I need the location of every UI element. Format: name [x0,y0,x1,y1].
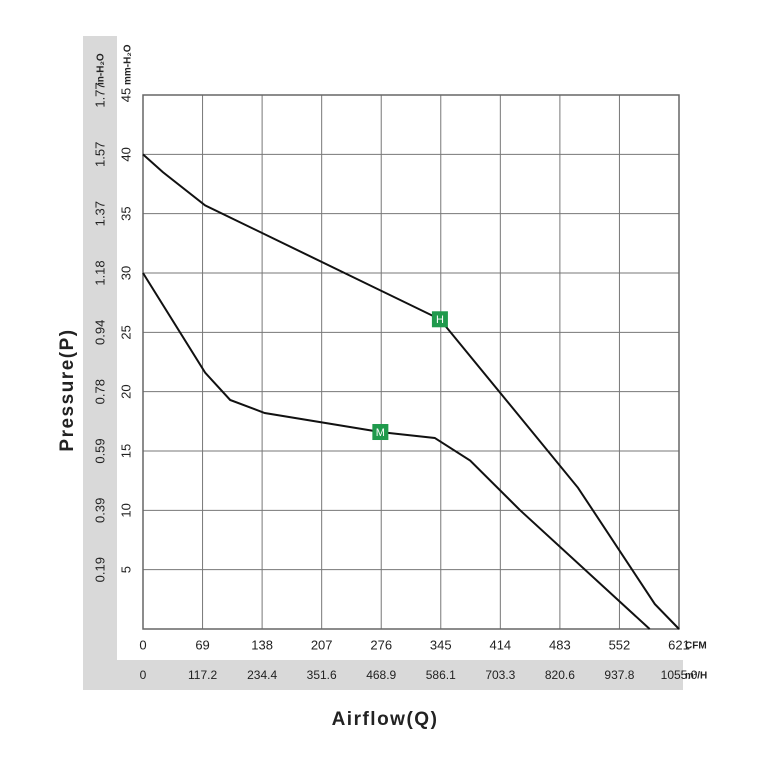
x-tick-label: 345 [430,637,452,652]
y-unit: mm-H₂O [123,44,134,85]
x2-unit: m³/H [685,671,707,682]
x-axis-title: Airflow(Q) [332,709,439,730]
y-tick-label: 20 [118,384,133,398]
y2-tick-label: 0.19 [92,557,107,582]
y2-unit: in-H₂O [96,53,107,85]
x2-tick-label: 1055.0 [661,668,698,682]
x2-tick-label: 0 [140,668,147,682]
y2-tick-label: 1.37 [92,201,107,226]
y-tick-label: 10 [118,503,133,517]
y2-tick-label: 1.57 [92,142,107,167]
x-tick-label: 483 [549,637,571,652]
y-tick-label: 35 [118,206,133,220]
x-tick-label: 0 [139,637,146,652]
curve-marker [372,424,389,441]
curve-label: H [436,314,444,326]
y-tick-label: 45 [118,88,133,102]
x2-tick-label: 820.6 [545,668,575,682]
x-tick-label: 552 [609,637,631,652]
y-tick-label: 5 [118,566,133,573]
x-tick-label: 276 [370,637,392,652]
x-tick-label: 207 [311,637,333,652]
y-tick-label: 25 [118,325,133,339]
y2-tick-label: 0.78 [92,379,107,404]
x2-tick-label: 468.9 [366,668,396,682]
x-tick-label: 138 [251,637,273,652]
y-tick-label: 30 [118,266,133,280]
x2-tick-label: 586.1 [426,668,456,682]
x2-tick-label: 937.8 [604,668,634,682]
y2-tick-label: 0.59 [92,438,107,463]
y-tick-label: 40 [118,147,133,161]
x2-tick-label: 234.4 [247,668,277,682]
y2-tick-label: 0.39 [92,498,107,523]
curve-label: M [376,427,385,439]
x-tick-label: 414 [489,637,511,652]
y-band [117,36,143,660]
y2-band [83,36,117,690]
y-axis-title: Pressure(P) [57,328,78,451]
y2-tick-label: 1.77 [92,82,107,107]
y-tick-label: 15 [118,444,133,458]
x-tick-label: 621 [668,637,690,652]
x2-tick-label: 703.3 [485,668,515,682]
x-tick-label: 69 [195,637,209,652]
y2-tick-label: 1.18 [92,260,107,285]
x-unit: CFM [685,641,707,652]
curve-marker [431,311,448,328]
x2-band [83,660,683,690]
x2-tick-label: 117.2 [188,668,217,682]
y2-tick-label: 0.94 [92,320,107,345]
plot-frame [142,94,680,630]
x2-tick-label: 351.6 [307,668,337,682]
